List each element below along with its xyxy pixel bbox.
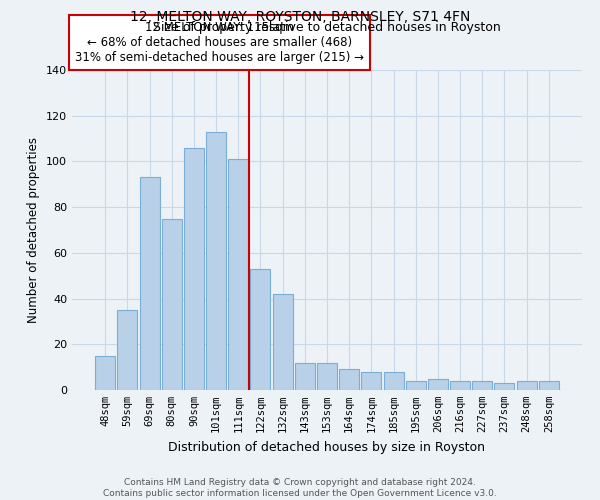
Bar — [272, 294, 293, 390]
Bar — [450, 381, 470, 390]
Bar — [162, 218, 182, 390]
Text: 12 MELTON WAY: 115sqm
← 68% of detached houses are smaller (468)
31% of semi-det: 12 MELTON WAY: 115sqm ← 68% of detached … — [76, 20, 364, 64]
Bar — [383, 372, 404, 390]
Bar — [361, 372, 382, 390]
Bar — [517, 381, 536, 390]
Bar — [317, 362, 337, 390]
Bar — [95, 356, 115, 390]
Bar — [228, 159, 248, 390]
Bar — [428, 378, 448, 390]
Bar — [539, 381, 559, 390]
Bar — [118, 310, 137, 390]
X-axis label: Distribution of detached houses by size in Royston: Distribution of detached houses by size … — [169, 440, 485, 454]
Bar — [184, 148, 204, 390]
Bar — [494, 383, 514, 390]
Bar — [339, 370, 359, 390]
Text: Contains HM Land Registry data © Crown copyright and database right 2024.
Contai: Contains HM Land Registry data © Crown c… — [103, 478, 497, 498]
Bar — [472, 381, 492, 390]
Bar — [406, 381, 426, 390]
Bar — [140, 178, 160, 390]
Title: Size of property relative to detached houses in Royston: Size of property relative to detached ho… — [153, 21, 501, 34]
Y-axis label: Number of detached properties: Number of detached properties — [28, 137, 40, 323]
Text: 12, MELTON WAY, ROYSTON, BARNSLEY, S71 4FN: 12, MELTON WAY, ROYSTON, BARNSLEY, S71 4… — [130, 10, 470, 24]
Bar — [295, 362, 315, 390]
Bar — [250, 269, 271, 390]
Bar — [206, 132, 226, 390]
